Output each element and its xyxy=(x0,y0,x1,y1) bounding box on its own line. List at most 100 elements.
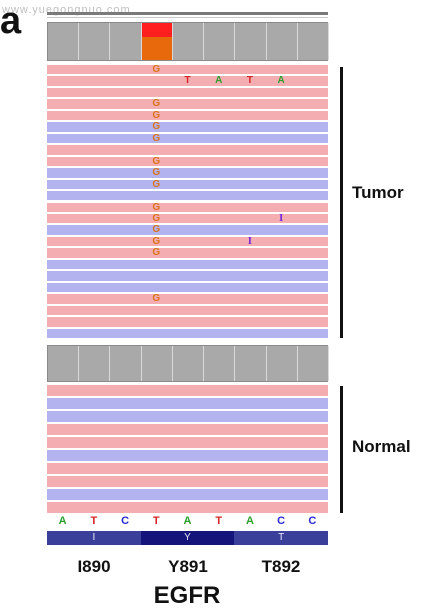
mismatch-base: G xyxy=(152,121,161,133)
mismatch-base: G xyxy=(152,224,161,236)
coverage-cell xyxy=(48,23,80,60)
read-row xyxy=(47,145,328,155)
read-row xyxy=(47,225,328,235)
reference-base: A xyxy=(183,515,192,527)
coverage-cell xyxy=(235,346,267,381)
mismatch-base: T xyxy=(184,75,191,87)
read-row xyxy=(47,122,328,132)
mismatch-base: G xyxy=(152,293,161,305)
ref-allele-fraction xyxy=(141,37,172,60)
read-row xyxy=(47,398,328,409)
track-divider-top-thin xyxy=(47,17,328,18)
normal-group-bar xyxy=(340,386,343,513)
read-row xyxy=(47,463,328,474)
read-row xyxy=(47,411,328,422)
codon-label-T892: T892 xyxy=(261,557,301,576)
mismatch-base: T xyxy=(246,75,253,87)
read-row xyxy=(47,489,328,500)
read-row xyxy=(47,213,328,224)
read-row xyxy=(47,502,328,513)
gene-label: EGFR xyxy=(153,582,221,609)
read-row xyxy=(47,168,328,178)
read-row xyxy=(47,424,328,435)
amino-acid-cell: T xyxy=(278,532,285,543)
coverage-cell xyxy=(266,23,298,60)
coverage-cell xyxy=(204,23,236,60)
reference-base: T xyxy=(90,515,98,527)
mismatch-base: G xyxy=(152,178,161,190)
reference-base: A xyxy=(58,515,67,527)
reference-base: T xyxy=(152,515,160,527)
coverage-cell xyxy=(172,346,205,381)
alt-allele-fraction xyxy=(141,23,172,38)
read-row xyxy=(47,99,328,109)
read-row xyxy=(47,191,328,201)
coverage-cell xyxy=(235,23,267,60)
reference-base: C xyxy=(277,515,286,527)
normal-label: Normal xyxy=(352,437,411,456)
normal-coverage-track xyxy=(47,345,329,382)
mismatch-base: G xyxy=(152,109,161,121)
codon-label-Y891: Y891 xyxy=(168,557,208,576)
codon-label-I890: I890 xyxy=(77,557,111,576)
coverage-cell xyxy=(266,346,298,381)
mismatch-base: G xyxy=(152,201,161,213)
coverage-cell xyxy=(110,23,142,60)
read-row xyxy=(47,294,328,304)
reference-base: C xyxy=(308,515,317,527)
read-row xyxy=(47,248,328,258)
coverage-cell xyxy=(141,346,173,381)
mismatch-base: G xyxy=(152,247,161,259)
read-row xyxy=(47,317,328,327)
read-row xyxy=(47,437,328,448)
tumor-group-bar xyxy=(340,67,343,338)
mismatch-base: A xyxy=(277,75,285,87)
read-row xyxy=(47,282,328,293)
read-row xyxy=(47,271,328,281)
read-row xyxy=(47,305,328,316)
read-row xyxy=(47,450,328,461)
read-row xyxy=(47,259,328,270)
read-row xyxy=(47,87,328,98)
reference-base: A xyxy=(245,515,254,527)
read-row xyxy=(47,385,328,396)
read-row xyxy=(47,328,328,338)
read-row xyxy=(47,110,328,121)
mismatch-base: G xyxy=(152,155,161,167)
tumor-label: Tumor xyxy=(352,183,404,202)
read-row xyxy=(47,476,328,487)
mismatch-base: A xyxy=(215,75,223,87)
coverage-cell xyxy=(79,346,111,381)
read-row xyxy=(47,236,328,247)
read-row xyxy=(47,202,328,212)
reference-base: C xyxy=(121,515,130,527)
mismatch-base: G xyxy=(152,235,161,247)
mismatch-base: G xyxy=(152,167,161,179)
coverage-cell xyxy=(297,346,329,381)
tumor-coverage-track xyxy=(47,22,329,61)
read-row xyxy=(47,156,328,167)
normal-reads-track xyxy=(47,385,328,515)
read-row xyxy=(47,76,328,86)
coverage-cell xyxy=(141,23,173,60)
mismatch-base: G xyxy=(152,212,161,224)
reference-base: T xyxy=(215,515,223,527)
mismatch-base: G xyxy=(152,132,161,144)
read-row xyxy=(47,133,328,144)
coverage-cell xyxy=(110,346,142,381)
amino-acid-cell: I xyxy=(92,532,96,543)
read-row xyxy=(47,65,328,75)
insertion-marker: I xyxy=(279,211,284,224)
coverage-cell xyxy=(79,23,111,60)
mismatch-base: G xyxy=(152,98,161,110)
coverage-cell xyxy=(297,23,329,60)
insertion-marker: I xyxy=(247,234,253,247)
panel-label: a xyxy=(0,0,22,42)
read-row xyxy=(47,179,328,190)
track-divider-top xyxy=(47,12,328,15)
coverage-cell xyxy=(172,23,205,60)
coverage-cell xyxy=(204,346,236,381)
